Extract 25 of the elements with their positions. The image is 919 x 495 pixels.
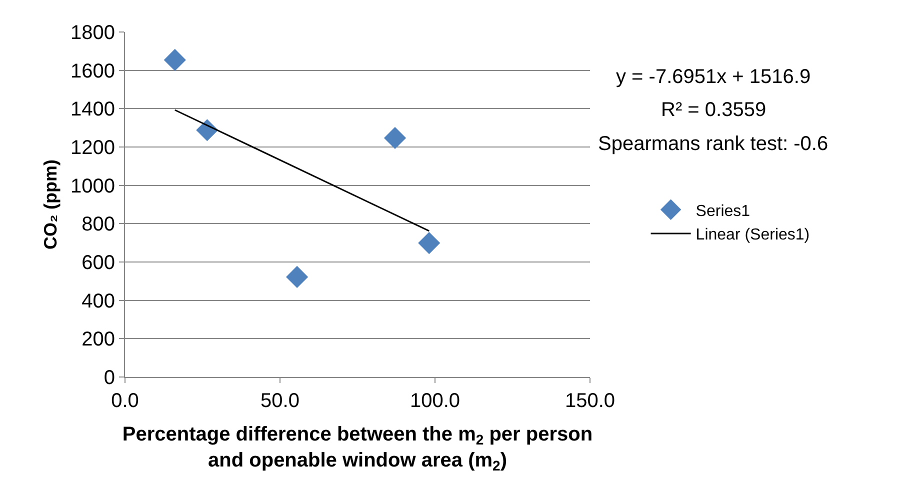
point — [418, 232, 440, 254]
y-tick-label: 800 — [82, 214, 115, 236]
x-tick-label: 0.0 — [111, 390, 139, 412]
point — [286, 266, 308, 288]
y-axis-title: CO₂ (ppm) — [40, 160, 61, 250]
x-axis-title: Percentage difference between the m$_{2}$ per person and openable window area (m$_{2}$) — [122, 424, 593, 474]
text: R² = 0.3559 — [661, 99, 766, 121]
x-tick-label: 150.0 — [564, 390, 616, 412]
x-tick-label: 100.0 — [410, 390, 460, 412]
y-tick-label: 400 — [82, 290, 115, 312]
y-tick-label: 200 — [82, 328, 115, 351]
y-tick-label: 600 — [82, 252, 115, 274]
y-tick-label: 1400 — [70, 98, 115, 121]
y-tick-label: 1800 — [70, 22, 115, 44]
y-tick-label: 1200 — [70, 137, 115, 159]
y-tick-label: 0 — [104, 367, 115, 389]
y-tick-label: 1000 — [70, 175, 115, 198]
x-tick-label: 50.0 — [260, 390, 300, 412]
y-tick-label: 1600 — [70, 60, 115, 82]
point — [384, 126, 406, 150]
legend-label: Series1 — [696, 202, 750, 220]
legend-label: Linear (Series1) — [696, 226, 810, 244]
text: Spearmans rank test: -0.6 — [598, 133, 828, 155]
point — [164, 48, 186, 72]
text: y = -7.6951x + 1516.9 — [616, 66, 811, 88]
